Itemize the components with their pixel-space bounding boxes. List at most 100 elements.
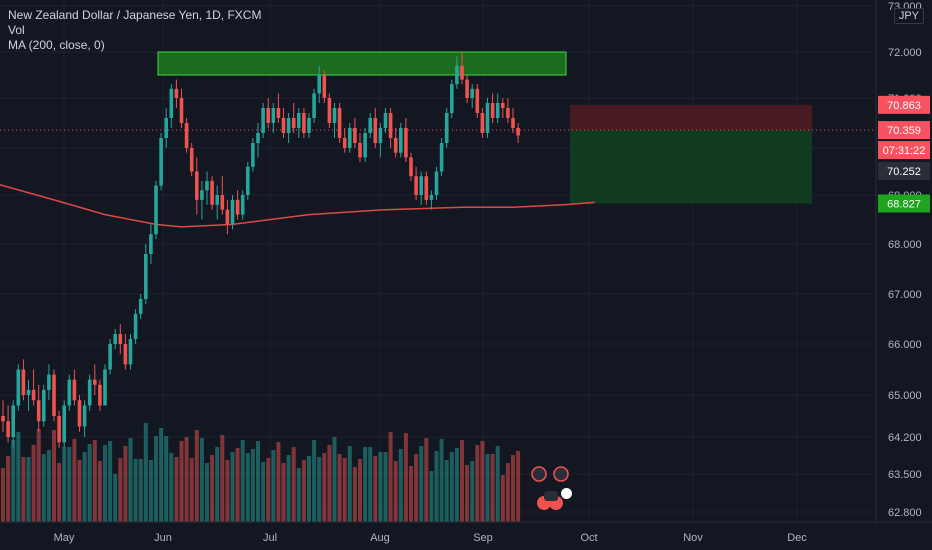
candle-body (138, 299, 143, 314)
candle-body (149, 234, 153, 254)
candle-body (240, 195, 245, 215)
x-tick-label: Jul (263, 532, 277, 544)
entry-price-label: 70.359 (887, 125, 921, 137)
candle-body (169, 88, 174, 118)
candle-body (174, 88, 179, 98)
candle-body (490, 103, 495, 118)
volume-bar (480, 441, 485, 522)
candle-body (348, 128, 352, 148)
candle-body (26, 389, 31, 395)
x-tick-label: Sep (473, 532, 493, 544)
candle-body (215, 195, 219, 205)
candle-body (485, 103, 490, 133)
volume-bar (261, 462, 266, 522)
candle-body (164, 118, 168, 138)
volume-bar (475, 445, 480, 522)
drawing-zones[interactable] (0, 51, 876, 204)
volume-bar (128, 438, 133, 522)
candle-body (439, 143, 444, 172)
candle-body (414, 176, 418, 195)
candle-body (144, 254, 148, 299)
volume-bar (199, 438, 204, 522)
countdown-label-bg (878, 141, 930, 160)
legend-ma[interactable]: MA (200, close, 0) (8, 38, 105, 52)
candle-body (256, 133, 260, 143)
volume-bar (424, 438, 429, 522)
candle-body (506, 108, 510, 118)
x-tick-label: May (54, 532, 75, 544)
volume-bar (159, 428, 164, 522)
volume-bar (72, 439, 77, 522)
volume-bar (409, 466, 413, 522)
candle-body (1, 416, 5, 422)
candle-body (307, 118, 311, 133)
candle-body (302, 113, 306, 133)
volume-bar (342, 458, 347, 522)
y-tick-label: 65.000 (888, 390, 922, 402)
event-markers[interactable] (531, 466, 572, 510)
candle-body (98, 384, 102, 406)
legend-symbol[interactable]: New Zealand Dollar / Japanese Yen, 1D, F… (8, 8, 262, 22)
volume-bar (205, 463, 209, 522)
volume-bar (312, 440, 317, 522)
volume-bar (184, 437, 189, 522)
volume-bar (230, 452, 235, 522)
x-tick-label: Jun (154, 532, 172, 544)
volume-bar (505, 463, 510, 522)
candles (1, 52, 520, 448)
candle-body (108, 344, 112, 370)
volume-bar (11, 440, 16, 522)
volume-bar (6, 456, 11, 522)
candle-body (57, 416, 61, 443)
event-badge (561, 488, 572, 499)
volume-bar (154, 436, 158, 522)
current-price-label: 70.252 (887, 166, 921, 178)
volume-bar (327, 445, 332, 522)
candle-body (11, 405, 15, 437)
take-profit-zone (570, 130, 812, 204)
volume-bar (363, 447, 368, 522)
candle-body (128, 339, 133, 365)
volume-bars (1, 423, 521, 522)
volume-bar (393, 461, 398, 522)
candle-body (393, 138, 398, 153)
candle-body (424, 176, 429, 200)
volume-bar (46, 450, 51, 522)
volume-bar (271, 450, 276, 522)
candle-body (195, 171, 199, 200)
candle-body (67, 379, 72, 406)
volume-bar (113, 474, 118, 522)
y-tick-label: 72.000 (888, 47, 922, 59)
volume-bar (97, 461, 102, 522)
volume-bar (92, 440, 97, 522)
y-tick-label: 64.200 (888, 432, 922, 444)
volume-bar (516, 451, 521, 522)
candle-body (460, 65, 464, 80)
volume-bar (235, 448, 240, 522)
candle-body (409, 157, 413, 177)
legend-vol[interactable]: Vol (8, 23, 25, 37)
volume-bar (57, 463, 62, 522)
candle-body (210, 180, 214, 205)
volume-bar (276, 442, 281, 522)
currency-badge[interactable]: JPY (893, 8, 924, 24)
candle-body (470, 88, 474, 98)
candle-body (16, 369, 21, 406)
volume-bar (337, 454, 342, 522)
volume-bar (194, 430, 199, 522)
candle-body (475, 88, 480, 113)
y-tick-label: 66.000 (888, 339, 922, 351)
volume-bar (419, 446, 424, 522)
volume-bar (245, 453, 250, 522)
candle-body (368, 118, 372, 133)
candle-body (113, 334, 117, 344)
candle-body (62, 405, 66, 443)
candle-body (31, 389, 36, 401)
stop-loss-zone (570, 104, 812, 131)
countdown-label: 07:31:22 (883, 145, 926, 157)
volume-bar (82, 452, 87, 522)
volume-bar (31, 445, 36, 522)
volume-bar (383, 452, 388, 522)
time-axis[interactable]: May Jun Jul Aug Sep Oct Nov Dec (54, 532, 808, 544)
